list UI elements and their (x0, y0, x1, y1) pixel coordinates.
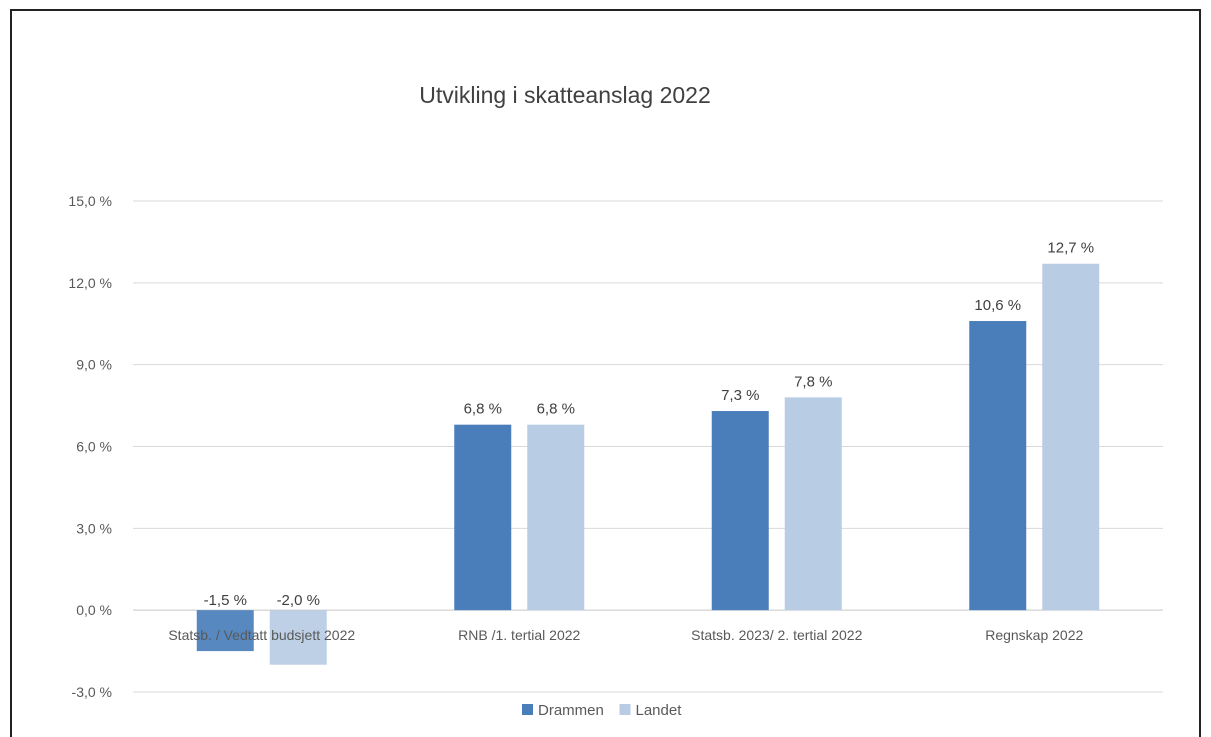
data-label: 6,8 % (464, 401, 502, 418)
bar-drammen (969, 321, 1027, 611)
y-tick-label: 0,0 % (76, 602, 112, 618)
data-label: -2,0 % (277, 592, 320, 609)
y-tick-label: 3,0 % (76, 520, 112, 536)
bar-landet (527, 424, 585, 611)
y-tick-label: 15,0 % (68, 193, 112, 209)
chart-frame (10, 9, 1201, 737)
y-tick-label: 12,0 % (68, 275, 112, 291)
x-category-label: Statsb. / Vedtatt budsjett 2022 (168, 627, 355, 643)
legend-label-landet: Landet (636, 702, 683, 719)
bar-landet (1042, 263, 1100, 611)
bar-landet (784, 397, 842, 611)
legend-swatch-landet (619, 704, 631, 715)
y-axis: -3,0 % 0,0 % 3,0 % 6,0 % 9,0 % 12,0 % 15,0 % (68, 193, 112, 700)
x-category-label: Regnskap 2022 (985, 627, 1083, 643)
data-labels: -1,5 % 6,8 % 7,3 % 10,6 % -2,0 % 6,8 % 7,8 % 12… (204, 240, 1095, 609)
x-category-label: RNB /1. tertial 2022 (458, 627, 580, 643)
data-label: 7,3 % (721, 387, 759, 404)
x-axis: Statsb. / Vedtatt budsjett 2022 RNB /1. t… (168, 627, 1083, 643)
bar-drammen (711, 411, 769, 611)
bar-landet (269, 610, 327, 665)
legend: Drammen Landet (522, 702, 682, 719)
data-label: 12,7 % (1047, 240, 1094, 257)
data-label: 6,8 % (537, 401, 575, 418)
y-tick-label: -3,0 % (72, 684, 112, 700)
data-label: -1,5 % (204, 592, 247, 609)
data-label: 7,8 % (794, 373, 832, 390)
bars (196, 263, 1100, 665)
y-tick-label: 6,0 % (76, 439, 112, 455)
bar-drammen (454, 424, 512, 611)
x-category-label: Statsb. 2023/ 2. tertial 2022 (691, 627, 862, 643)
chart-title: Utvikling i skatteanslag 2022 (419, 82, 711, 108)
data-label: 10,6 % (974, 297, 1021, 314)
bar-drammen (196, 610, 254, 652)
y-tick-label: 9,0 % (76, 357, 112, 373)
legend-swatch-drammen (522, 704, 533, 715)
legend-label-drammen: Drammen (538, 702, 604, 719)
